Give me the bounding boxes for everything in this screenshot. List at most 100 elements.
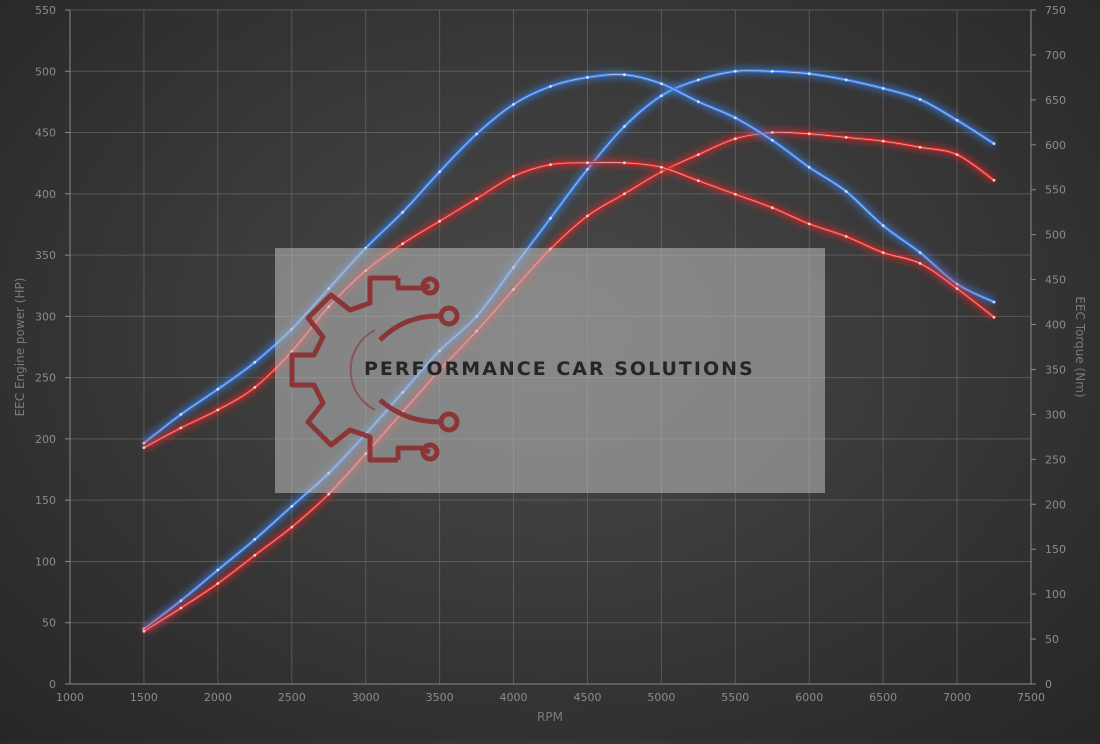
- x-tick-label: 4500: [573, 691, 601, 704]
- data-point: [586, 167, 589, 171]
- y-right-tick-label: 550: [1045, 184, 1066, 197]
- data-point: [253, 386, 257, 389]
- data-point: [142, 629, 146, 633]
- data-point: [253, 360, 257, 364]
- x-tick-label: 1500: [130, 691, 158, 704]
- data-point: [216, 582, 220, 585]
- data-point: [696, 78, 700, 82]
- y-right-tick-label: 300: [1045, 408, 1066, 421]
- y-right-tick-label: 500: [1045, 229, 1066, 242]
- y-right-tick-label: 350: [1045, 363, 1066, 376]
- data-point: [881, 224, 885, 228]
- y-right-tick-labels: 0 50 100 150 200 250 300 350 400 450 500 550 600 650 7…: [1045, 4, 1066, 691]
- data-point: [438, 219, 441, 223]
- data-point: [290, 525, 294, 529]
- x-tick-label: 3000: [352, 691, 380, 704]
- data-point: [216, 387, 220, 391]
- y-right-tick-label: 150: [1045, 543, 1066, 556]
- y-right-tick-label: 750: [1045, 4, 1066, 17]
- data-point: [179, 599, 183, 603]
- gear-circuit-logo-icon: [289, 275, 460, 463]
- x-tick-label: 6500: [869, 691, 897, 704]
- data-point: [992, 300, 996, 304]
- y-right-axis-title: EEC Torque (Nm): [1073, 296, 1087, 397]
- y-right-tick-label: 450: [1045, 274, 1066, 287]
- data-point: [955, 118, 959, 122]
- x-tick-label: 3500: [426, 691, 454, 704]
- y-left-tick-label: 350: [35, 249, 56, 262]
- data-point: [475, 197, 478, 201]
- x-tick-label: 1000: [56, 691, 84, 704]
- data-point: [918, 262, 922, 265]
- watermark-text: PERFORMANCE CAR SOLUTIONS: [364, 358, 755, 380]
- data-point: [955, 153, 959, 157]
- x-tick-label: 7500: [1017, 691, 1045, 704]
- data-point: [807, 222, 811, 226]
- data-point: [216, 408, 220, 412]
- data-point: [253, 538, 257, 541]
- data-point: [586, 214, 589, 218]
- axes: [65, 9, 1036, 685]
- data-point: [660, 94, 663, 98]
- data-point: [881, 251, 885, 255]
- y-right-tick-label: 250: [1045, 453, 1066, 466]
- y-left-tick-label: 300: [35, 310, 56, 323]
- data-point: [401, 210, 405, 214]
- y-left-axis-title: EEC Engine power (HP): [13, 278, 27, 417]
- x-tick-label: 6000: [795, 691, 823, 704]
- y-right-tick-label: 650: [1045, 94, 1066, 107]
- data-point: [807, 72, 811, 76]
- data-point: [696, 179, 700, 183]
- data-point: [438, 170, 441, 174]
- data-point: [807, 165, 811, 169]
- data-point: [770, 138, 774, 142]
- data-point: [918, 251, 922, 255]
- data-point: [290, 504, 294, 508]
- y-left-tick-labels: 0 50 100 150 200 250 300 350 400 450 500 550: [35, 4, 56, 691]
- x-tick-label: 5500: [721, 691, 749, 704]
- data-point: [623, 125, 626, 128]
- data-point: [844, 78, 848, 82]
- data-point: [770, 206, 774, 210]
- data-point: [733, 69, 737, 73]
- data-point: [881, 139, 885, 143]
- data-point: [549, 85, 552, 88]
- x-tick-labels: 1000 1500 2000 2500 3000 3500 4000 4500 5000 5500…: [56, 691, 1045, 704]
- y-right-tick-label: 200: [1045, 498, 1066, 511]
- data-point: [401, 242, 405, 246]
- y-left-tick-label: 50: [42, 617, 56, 630]
- watermark-panel: [275, 248, 825, 493]
- data-point: [770, 131, 774, 134]
- y-right-tick-label: 600: [1045, 139, 1066, 152]
- y-right-tick-label: 700: [1045, 49, 1066, 62]
- x-tick-label: 2500: [278, 691, 306, 704]
- data-point: [623, 192, 626, 196]
- y-left-tick-label: 200: [35, 433, 56, 446]
- data-point: [696, 153, 700, 157]
- series-2: [141, 128, 997, 635]
- data-point: [179, 413, 183, 416]
- data-point: [844, 136, 848, 139]
- data-point: [586, 161, 589, 165]
- data-point: [216, 568, 220, 572]
- y-left-tick-label: 150: [35, 494, 56, 507]
- data-point: [733, 116, 737, 120]
- data-point: [660, 165, 663, 169]
- data-point: [881, 87, 885, 90]
- data-point: [475, 132, 478, 136]
- y-left-tick-label: 250: [35, 372, 56, 385]
- data-point: [623, 161, 626, 165]
- data-point: [918, 145, 922, 149]
- data-point: [253, 553, 257, 557]
- y-left-tick-label: 0: [49, 678, 56, 691]
- data-point: [844, 235, 848, 238]
- data-point: [660, 82, 663, 86]
- data-point: [696, 100, 700, 104]
- data-point: [623, 73, 626, 77]
- data-point: [918, 98, 922, 101]
- series-1: [141, 66, 997, 633]
- x-tick-label: 4000: [500, 691, 528, 704]
- y-left-tick-label: 100: [35, 555, 56, 568]
